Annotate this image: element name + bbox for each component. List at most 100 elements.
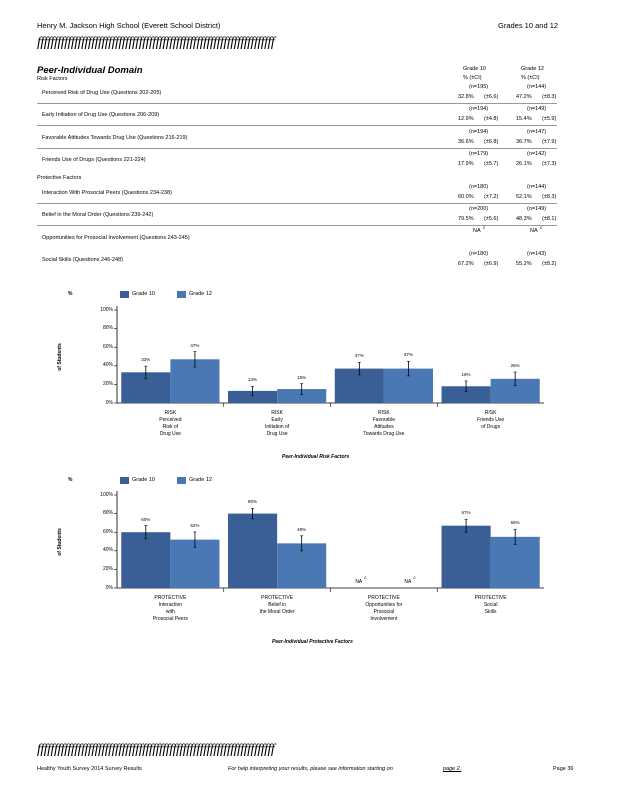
pct-grade12: 55.2% xyxy=(516,261,532,267)
legend-swatch xyxy=(177,477,186,484)
n-grade12: (n=147) xyxy=(527,129,547,135)
data-label: 55% xyxy=(510,520,520,526)
n-grade12: (n=144) xyxy=(527,84,547,90)
row-divider xyxy=(37,103,557,104)
bar xyxy=(277,543,327,588)
pct-grade12: 15.4% xyxy=(516,116,532,122)
n-grade10: (n=195) xyxy=(469,84,489,90)
row-label: Interaction With Prosocial Peers (Questi… xyxy=(42,190,172,196)
row-label: Favorable Attitudes Towards Drug Use (Qu… xyxy=(42,135,188,141)
row-label: Friends Use of Drugs (Questions 221-224) xyxy=(42,157,146,163)
n-grade10: (n=200) xyxy=(469,206,489,212)
data-label: 33% xyxy=(141,357,151,363)
domain-title: Peer-Individual Domain xyxy=(37,65,143,76)
bar xyxy=(228,513,278,588)
data-label: 13% xyxy=(248,377,258,383)
pct-grade10: 17.9% xyxy=(458,161,474,167)
x-axis-title: Peer-Individual Protective Factors xyxy=(272,639,353,645)
na-note-grade12: c xyxy=(540,225,543,230)
ci-grade10: (±5.6) xyxy=(484,216,499,222)
na-label: NA xyxy=(355,579,363,585)
n-grade10: (n=179) xyxy=(469,151,489,157)
grades-header: Grades 10 and 12 xyxy=(498,21,559,30)
n-grade10: (n=180) xyxy=(469,251,489,257)
category-label: PROTECTIVE Social Skills xyxy=(474,595,507,615)
category-label: PROTECTIVE Interaction with Prosocial Pe… xyxy=(152,595,188,622)
pct-grade12: 52.1% xyxy=(516,194,532,200)
legend-label: Grade 10 xyxy=(132,291,155,297)
footer-rule: ffffffffffffffffffffffffffffffffffffffff… xyxy=(37,742,275,757)
data-label: 18% xyxy=(461,371,471,377)
n-grade10: (n=180) xyxy=(469,184,489,190)
data-label: 60% xyxy=(141,516,151,522)
ci-grade12: (±8.3) xyxy=(542,94,557,100)
col-ci-12: % (±CI) xyxy=(521,75,540,81)
y-tick-label: 20% xyxy=(102,565,113,572)
na-note-grade10: c xyxy=(483,225,486,230)
bar xyxy=(170,359,220,403)
pct-grade12: 48.3% xyxy=(516,216,532,222)
na-grade12: NA xyxy=(530,228,538,234)
pct-grade10: 79.5% xyxy=(458,216,474,222)
y-axis-label-top: % xyxy=(68,477,73,483)
ci-grade10: (±6.6) xyxy=(484,94,499,100)
bar xyxy=(121,532,171,588)
ci-grade10: (±7.2) xyxy=(484,194,499,200)
legend-swatch xyxy=(177,291,186,298)
data-label: 48% xyxy=(297,526,307,532)
y-tick-label: 100% xyxy=(100,491,113,498)
y-axis-label: of Students xyxy=(56,342,63,371)
bar xyxy=(228,390,278,403)
y-tick-label: 40% xyxy=(102,547,113,554)
legend-label: Grade 10 xyxy=(132,477,155,483)
category-label: RISK Early Initiation of Drug Use xyxy=(265,410,290,437)
protective-heading: Protective Factors xyxy=(37,175,82,181)
x-axis-title: Peer-Individual Risk Factors xyxy=(282,454,350,460)
row-divider xyxy=(37,203,557,204)
data-label: 47% xyxy=(190,342,200,348)
bar xyxy=(441,386,491,403)
y-tick-label: 60% xyxy=(102,343,113,350)
pct-grade12: 26.1% xyxy=(516,161,532,167)
ci-grade12: (±5.9) xyxy=(542,116,557,122)
row-divider xyxy=(37,225,557,226)
category-label: PROTECTIVE Belief in the Moral Order xyxy=(259,595,295,615)
ci-grade12: (±8.2) xyxy=(542,261,557,267)
bar xyxy=(121,372,171,403)
n-grade12: (n=149) xyxy=(527,206,547,212)
category-label: PROTECTIVE Opportunities for Prosocial I… xyxy=(365,595,403,622)
y-tick-label: 100% xyxy=(100,306,113,313)
col-grade10: Grade 10 xyxy=(463,66,486,72)
pct-grade10: 36.6% xyxy=(458,139,474,145)
row-label: Early Initiation of Drug Use (Questions … xyxy=(42,112,160,118)
pct-grade12: 36.7% xyxy=(516,139,532,145)
footer-help-text: For help interpreting your results, plea… xyxy=(228,766,393,772)
row-label: Social Skills (Questions 246-248) xyxy=(42,257,124,263)
category-label: RISK Favorable Attitudes Towards Drug Us… xyxy=(363,410,405,437)
legend-label: Grade 12 xyxy=(189,291,212,297)
col-grade12: Grade 12 xyxy=(521,66,544,72)
y-tick-label: 20% xyxy=(102,380,113,387)
school-header: Henry M. Jackson High School (Everett Sc… xyxy=(37,21,221,30)
bar xyxy=(490,536,540,588)
pct-grade10: 67.2% xyxy=(458,261,474,267)
legend-label: Grade 12 xyxy=(189,477,212,483)
y-tick-label: 80% xyxy=(102,510,113,517)
y-tick-label: 0% xyxy=(105,399,113,406)
ci-grade10: (±5.7) xyxy=(484,161,499,167)
footer-page-link[interactable]: page 2. xyxy=(443,766,462,772)
ci-grade10: (±6.9) xyxy=(484,261,499,267)
pct-grade10: 60.0% xyxy=(458,194,474,200)
bar xyxy=(170,539,220,588)
ci-grade12: (±7.3) xyxy=(542,161,557,167)
data-label: 67% xyxy=(461,510,471,516)
ci-grade12: (±7.9) xyxy=(542,139,557,145)
pct-grade10: 32.8% xyxy=(458,94,474,100)
n-grade12: (n=149) xyxy=(527,106,547,112)
ci-grade12: (±8.1) xyxy=(542,216,557,222)
y-tick-label: 40% xyxy=(102,362,113,369)
y-axis-label-top: % xyxy=(68,291,73,297)
na-note: c xyxy=(413,575,416,580)
n-grade10: (n=194) xyxy=(469,106,489,112)
category-label: RISK Perceived Risk of Drug Use xyxy=(159,410,182,437)
